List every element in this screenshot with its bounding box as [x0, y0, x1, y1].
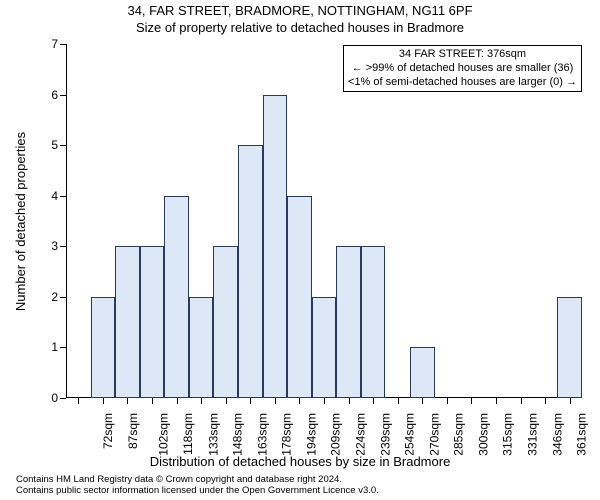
y-tick-label: 6: [51, 88, 58, 102]
chart-title-line2: Size of property relative to detached ho…: [0, 20, 600, 35]
y-tick-label: 5: [51, 138, 58, 152]
x-tick: [545, 398, 546, 404]
y-tick-label: 2: [51, 290, 58, 304]
bar: [189, 297, 214, 398]
x-tick: [127, 398, 128, 404]
bar: [140, 246, 165, 398]
annotation-line1: 34 FAR STREET: 376sqm: [348, 48, 577, 62]
x-tick-label: 178sqm: [280, 413, 294, 456]
x-tick: [152, 398, 153, 404]
x-tick-label: 315sqm: [501, 413, 515, 456]
x-axis-label: Distribution of detached houses by size …: [0, 454, 600, 469]
annotation-line3: <1% of semi-detached houses are larger (…: [348, 76, 577, 90]
x-tick: [398, 398, 399, 404]
x-tick: [103, 398, 104, 404]
bar: [361, 246, 386, 398]
x-tick-label: 87sqm: [126, 413, 140, 449]
bar: [287, 196, 312, 398]
x-tick-label: 194sqm: [305, 413, 319, 456]
bar: [410, 347, 435, 398]
y-tick-label: 1: [51, 340, 58, 354]
bar: [263, 95, 288, 398]
x-tick: [177, 398, 178, 404]
bar: [312, 297, 337, 398]
annotation-line2: ← >99% of detached houses are smaller (3…: [348, 62, 577, 76]
x-tick: [299, 398, 300, 404]
x-tick: [521, 398, 522, 404]
y-tick: [60, 95, 66, 96]
x-tick-label: 102sqm: [157, 413, 171, 456]
x-tick-label: 254sqm: [403, 413, 417, 456]
x-tick: [373, 398, 374, 404]
x-tick: [496, 398, 497, 404]
x-tick-label: 148sqm: [231, 413, 245, 456]
x-tick: [447, 398, 448, 404]
chart-container: 34, FAR STREET, BRADMORE, NOTTINGHAM, NG…: [0, 0, 600, 500]
y-tick-label: 0: [51, 391, 58, 405]
y-tick: [60, 398, 66, 399]
x-tick: [324, 398, 325, 404]
x-tick-label: 72sqm: [101, 413, 115, 449]
x-tick-label: 331sqm: [526, 413, 540, 456]
x-tick-label: 270sqm: [427, 413, 441, 456]
y-tick: [60, 196, 66, 197]
y-axis-label: Number of detached properties: [14, 44, 28, 398]
x-tick-label: 239sqm: [378, 413, 392, 456]
x-tick-label: 361sqm: [575, 413, 589, 456]
y-tick: [60, 145, 66, 146]
bar: [115, 246, 140, 398]
x-tick: [78, 398, 79, 404]
x-tick: [226, 398, 227, 404]
bar: [238, 145, 263, 398]
x-tick-label: 346sqm: [550, 413, 564, 456]
bar: [336, 246, 361, 398]
x-tick: [349, 398, 350, 404]
bar: [213, 246, 238, 398]
x-tick: [275, 398, 276, 404]
y-tick: [60, 347, 66, 348]
y-tick-label: 3: [51, 239, 58, 253]
y-tick: [60, 44, 66, 45]
footer-line2: Contains public sector information licen…: [16, 486, 379, 497]
footer: Contains HM Land Registry data © Crown c…: [16, 475, 379, 497]
x-tick: [201, 398, 202, 404]
x-tick-label: 300sqm: [477, 413, 491, 456]
plot-area: 34 FAR STREET: 376sqm ← >99% of detached…: [66, 44, 582, 398]
y-tick: [60, 297, 66, 298]
x-tick: [250, 398, 251, 404]
y-tick: [60, 246, 66, 247]
y-tick-label: 7: [51, 37, 58, 51]
x-tick: [471, 398, 472, 404]
annotation-box: 34 FAR STREET: 376sqm ← >99% of detached…: [343, 45, 582, 92]
x-tick-label: 285sqm: [452, 413, 466, 456]
y-tick-label: 4: [51, 189, 58, 203]
bar: [164, 196, 189, 398]
x-tick: [570, 398, 571, 404]
x-tick-label: 224sqm: [354, 413, 368, 456]
x-tick-label: 118sqm: [181, 413, 195, 455]
x-tick: [422, 398, 423, 404]
x-tick-label: 209sqm: [329, 413, 343, 456]
bar: [557, 297, 582, 398]
y-axis-line: [66, 44, 67, 398]
chart-title-line1: 34, FAR STREET, BRADMORE, NOTTINGHAM, NG…: [0, 3, 600, 18]
y-axis-label-text: Number of detached properties: [14, 131, 29, 310]
x-tick-label: 133sqm: [206, 413, 220, 456]
x-tick-label: 163sqm: [255, 413, 269, 456]
bar: [91, 297, 116, 398]
